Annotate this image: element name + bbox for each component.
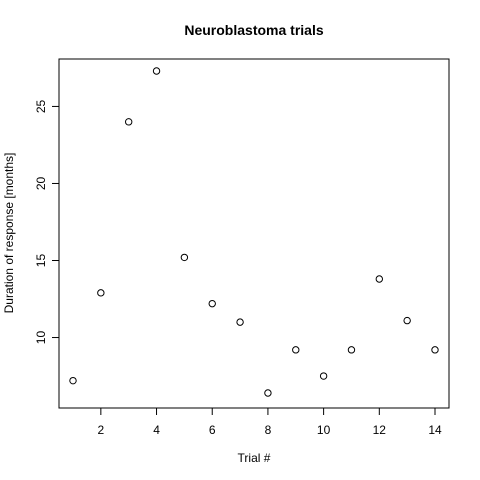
y-tick-label: 20 xyxy=(34,176,48,190)
y-tick-label: 25 xyxy=(34,99,48,113)
y-axis: 10 15 20 25 xyxy=(34,99,60,345)
data-point xyxy=(319,372,328,380)
x-tick-label: 4 xyxy=(153,423,160,437)
data-point xyxy=(375,275,384,283)
data-point xyxy=(124,118,133,126)
data-point xyxy=(69,376,77,385)
data-point xyxy=(403,316,411,325)
data-point xyxy=(347,346,356,354)
data-point xyxy=(236,318,244,326)
data-points xyxy=(69,67,439,397)
x-tick-label: 8 xyxy=(265,423,272,437)
chart-title: Neuroblastoma trials xyxy=(184,22,323,38)
x-tick-label: 6 xyxy=(209,423,216,437)
data-point xyxy=(97,289,105,297)
x-tick-label: 10 xyxy=(317,423,331,437)
y-tick-label: 15 xyxy=(34,254,48,268)
y-tick-label: 10 xyxy=(34,331,48,345)
x-tick-label: 14 xyxy=(428,423,442,437)
data-point xyxy=(180,253,189,262)
x-axis: 2 4 6 8 10 12 14 xyxy=(98,407,442,437)
data-point xyxy=(152,67,161,75)
data-point xyxy=(208,299,216,308)
y-axis-label: Duration of response [months] xyxy=(2,153,16,314)
data-point xyxy=(292,346,300,354)
x-tick-label: 2 xyxy=(98,423,105,437)
data-point xyxy=(264,389,272,397)
plot-frame xyxy=(58,58,450,409)
data-point xyxy=(431,346,439,354)
x-tick-label: 12 xyxy=(373,423,387,437)
x-axis-label: Trial # xyxy=(238,451,271,465)
